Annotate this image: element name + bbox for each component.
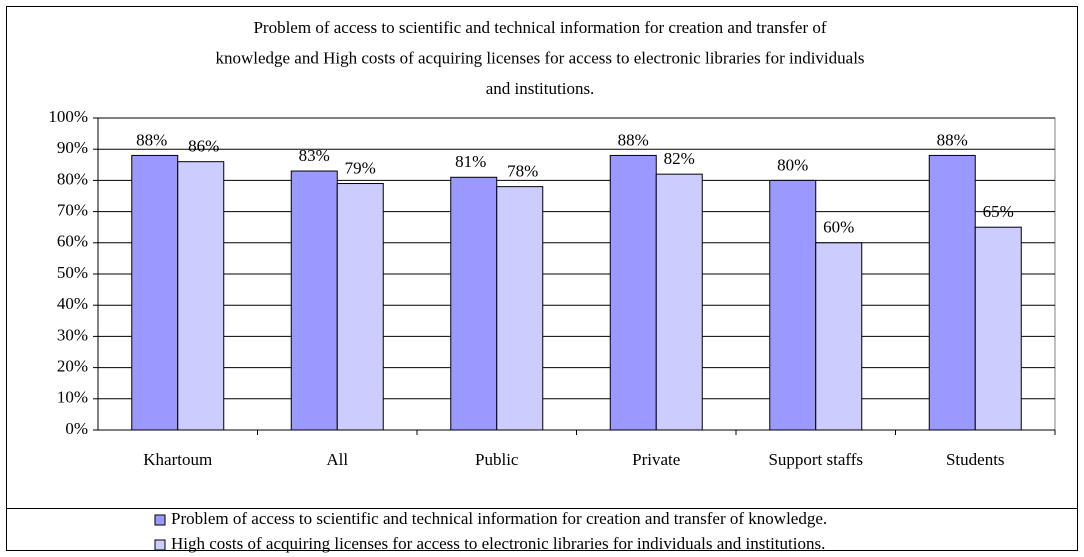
- chart-title: Problem of access to scientific and tech…: [253, 18, 826, 37]
- x-tick-label: Support staffs: [768, 450, 863, 469]
- bar: [769, 179, 817, 431]
- x-tick-label: All: [326, 450, 348, 469]
- chart-title: and institutions.: [486, 79, 595, 98]
- bar: [928, 154, 976, 431]
- legend-swatch: [154, 539, 166, 551]
- bar: [450, 176, 498, 431]
- x-tick-label: Students: [946, 450, 1005, 469]
- bar: [290, 170, 338, 431]
- bar: [131, 154, 179, 431]
- bar: [496, 186, 544, 431]
- data-label: 88%: [618, 130, 649, 149]
- y-tick-label: 60%: [57, 232, 88, 251]
- bar: [609, 154, 657, 431]
- data-label: 82%: [664, 149, 695, 168]
- bar: [177, 161, 225, 431]
- y-tick-label: 80%: [57, 169, 88, 188]
- x-tick-label: Public: [475, 450, 519, 469]
- y-tick-label: 40%: [57, 294, 88, 313]
- data-label: 79%: [345, 158, 376, 177]
- data-label: 88%: [136, 130, 167, 149]
- data-label: 81%: [455, 152, 486, 171]
- data-label: 88%: [937, 130, 968, 149]
- y-tick-label: 30%: [57, 325, 88, 344]
- y-tick-label: 10%: [57, 388, 88, 407]
- data-label: 83%: [299, 146, 330, 165]
- x-tick-label: Private: [632, 450, 680, 469]
- bar: [336, 183, 384, 431]
- legend-swatch: [154, 514, 166, 526]
- y-tick-label: 20%: [57, 357, 88, 376]
- data-label: 78%: [507, 162, 538, 181]
- bar: [655, 173, 703, 431]
- bar: [974, 226, 1022, 431]
- legend-label: High costs of acquiring licenses for acc…: [171, 534, 825, 553]
- y-tick-label: 90%: [57, 138, 88, 157]
- chart-title: knowledge and High costs of acquiring li…: [215, 48, 864, 67]
- data-label: 60%: [823, 218, 854, 237]
- y-tick-label: 100%: [48, 107, 88, 126]
- data-label: 80%: [777, 155, 808, 174]
- data-label: 65%: [983, 202, 1014, 221]
- data-label: 86%: [188, 137, 219, 156]
- y-tick-label: 0%: [65, 419, 88, 438]
- legend-label: Problem of access to scientific and tech…: [171, 509, 827, 528]
- x-tick-label: Khartoum: [143, 450, 212, 469]
- y-tick-label: 70%: [57, 201, 88, 220]
- bar: [815, 242, 863, 431]
- y-tick-label: 50%: [57, 263, 88, 282]
